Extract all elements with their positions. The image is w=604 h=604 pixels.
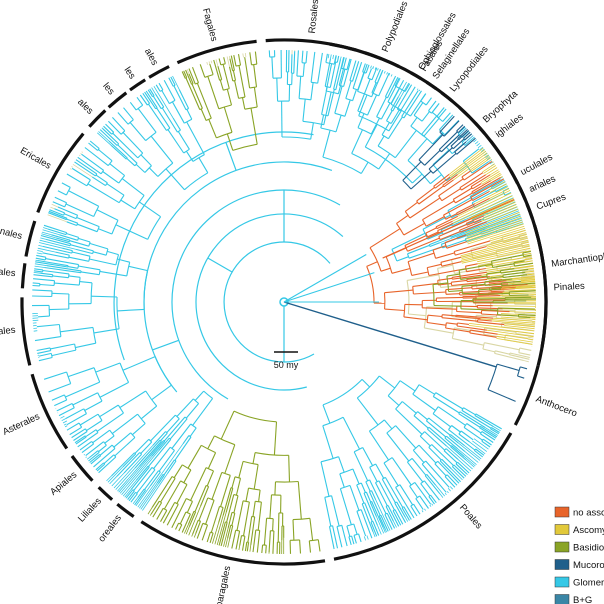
clade-label: les — [100, 81, 116, 98]
marchantiophyta-branches — [366, 147, 537, 345]
clade-label: Anthocero — [534, 394, 578, 420]
scale-bar: 50 my — [274, 351, 299, 370]
clade-label: les — [122, 65, 138, 81]
clade-arc — [458, 106, 486, 135]
legend-swatch — [554, 506, 570, 518]
clade-label: ariales — [527, 173, 557, 195]
clade-label: Solanales — [0, 264, 16, 279]
clade-label: Liliales — [76, 496, 104, 525]
clade-arc — [176, 39, 257, 65]
clade-arc — [70, 455, 94, 482]
lamiid-branches — [31, 224, 149, 362]
clade-arc — [30, 373, 69, 450]
clade-arc — [97, 486, 114, 501]
clade-arcs — [20, 38, 548, 566]
clade-label: Asparagales — [212, 565, 234, 604]
clade-label: Asterales — [1, 411, 42, 438]
legend-swatch — [554, 541, 570, 553]
clade-label: Lamiales — [0, 325, 16, 340]
clade-label: Polypodiales — [380, 0, 410, 54]
clade-label: ales — [142, 47, 160, 68]
backbone — [113, 131, 344, 400]
poales-branches — [320, 375, 502, 550]
legend-swatch — [554, 576, 570, 588]
bryophyta-branches — [402, 115, 476, 190]
legend-swatch — [554, 594, 570, 604]
clade-label: Rosales — [307, 0, 322, 34]
clade-arc — [20, 263, 27, 289]
clade-label: Ericales — [18, 145, 53, 172]
liliales-branches — [106, 390, 214, 511]
legend-swatch — [554, 524, 570, 535]
legend: no assoc Ascomyc Basidiom Mucorom Glomeror B+… — [554, 506, 604, 604]
liverwort-branches — [432, 250, 537, 319]
clade-arc — [410, 71, 422, 80]
clade-arc — [116, 502, 135, 518]
fagales-branches — [181, 51, 258, 151]
clade-arc — [425, 80, 438, 91]
clade-arc — [88, 109, 107, 128]
clade-arc — [489, 139, 548, 348]
legend-swatch — [554, 559, 570, 570]
ericales-branches — [47, 140, 162, 240]
legend-label: Mucorom — [573, 560, 604, 571]
clade-arc — [513, 365, 540, 426]
rosid-branches — [97, 75, 209, 191]
legend-label: B+G — [573, 595, 592, 604]
clade-arc — [440, 91, 454, 103]
clade-label: ales — [75, 97, 95, 117]
hornwort-stem — [283, 301, 497, 368]
clade-arc — [20, 297, 32, 366]
legend-label: Basidiom — [573, 543, 604, 554]
clade-label: Cupres — [535, 191, 568, 212]
legend-label: no assoc — [573, 508, 604, 519]
clade-arc — [329, 42, 400, 68]
clade-arc — [107, 91, 128, 109]
clade-label: Apiales — [48, 469, 79, 497]
clade-label: oreales — [96, 513, 124, 545]
fern-branches — [320, 53, 451, 174]
clade-label: Marchantiophy — [551, 250, 604, 270]
campanulid-branches — [43, 356, 172, 474]
clade-label: Pinales — [553, 281, 585, 294]
clade-label: Gentianales — [0, 219, 24, 242]
clade-arc — [129, 78, 147, 92]
clade-arc — [36, 132, 85, 213]
clade-arc — [140, 520, 326, 566]
asparagales-branches — [147, 410, 321, 555]
clade-label: Poales — [457, 502, 485, 531]
anthocerotophyta-branches — [487, 363, 528, 402]
clade-label: Fagales — [200, 7, 219, 43]
scale-bar-label: 50 my — [274, 360, 299, 370]
clade-arc — [148, 65, 170, 79]
legend-label: Glomeror — [573, 578, 604, 589]
legend-label: Ascomyc — [573, 525, 604, 536]
clade-arc — [333, 432, 513, 561]
clade-arc — [24, 220, 37, 257]
phylogenetic-tree — [31, 49, 537, 555]
